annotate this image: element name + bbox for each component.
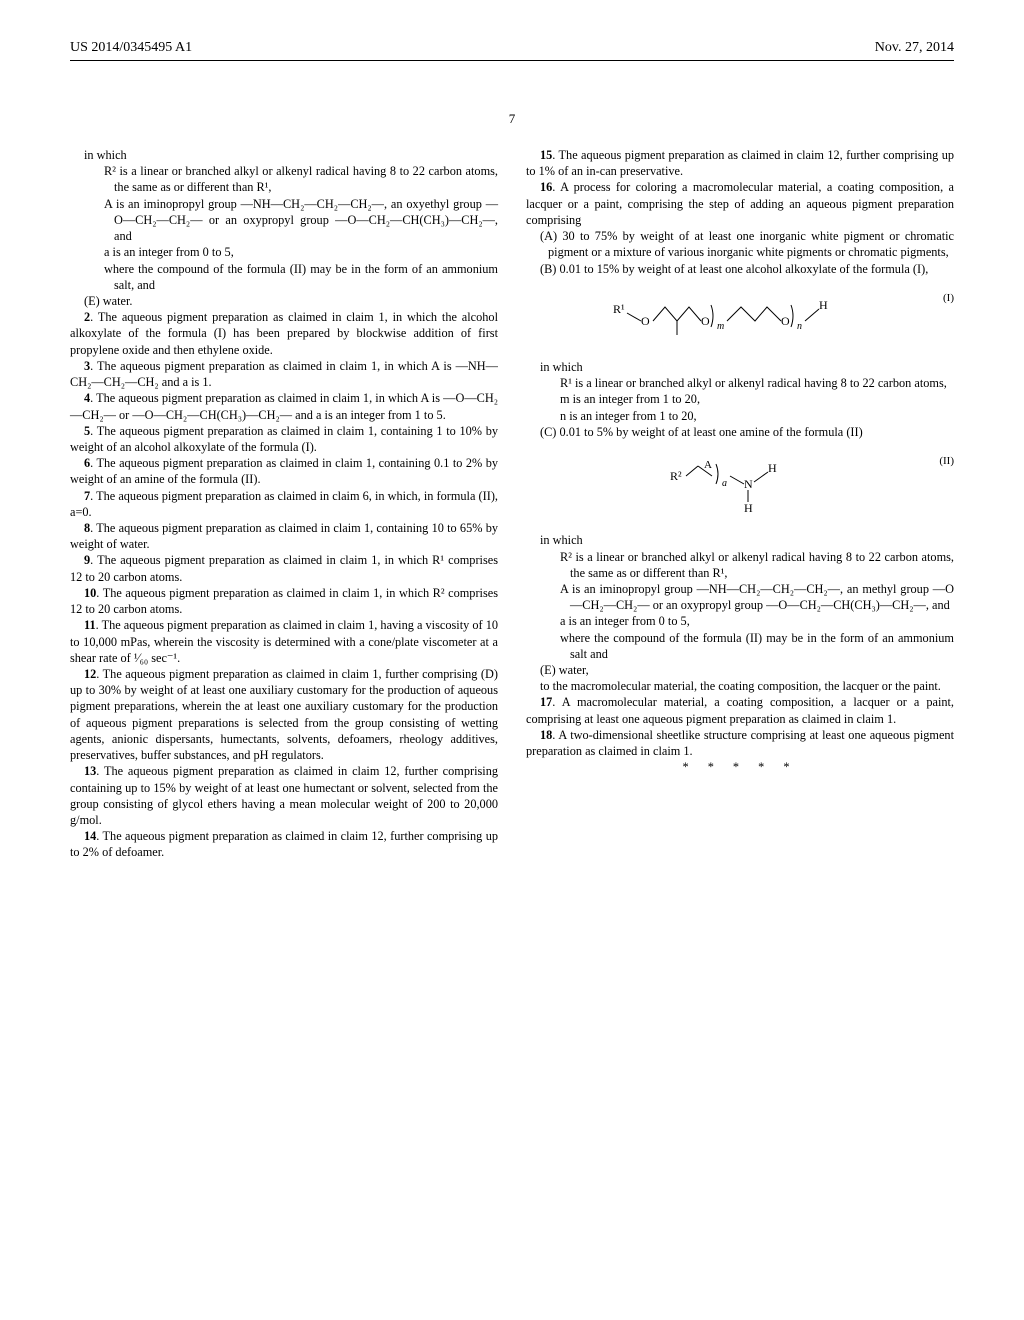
- header-rule: [70, 60, 954, 61]
- claim-text: The aqueous pigment preparation as claim…: [70, 521, 498, 551]
- claim-text: The aqueous pigment preparation as claim…: [70, 553, 498, 583]
- text: a is an integer from 0 to 5,: [526, 613, 954, 629]
- text: A is an iminopropyl group —NH—CH₂—CH₂—CH…: [70, 196, 498, 245]
- text: R² is a linear or branched alkyl or alke…: [526, 549, 954, 581]
- text: (B) 0.01 to 15% by weight of at least on…: [526, 261, 954, 277]
- text: in which: [70, 147, 498, 163]
- claim-16: 16. A process for coloring a macromolecu…: [526, 179, 954, 228]
- page: US 2014/0345495 A1 Nov. 27, 2014 7 in wh…: [0, 0, 1024, 901]
- claim-14: 14. The aqueous pigment preparation as c…: [70, 828, 498, 860]
- claim-text: The aqueous pigment preparation as claim…: [70, 764, 498, 827]
- svg-text:H: H: [768, 461, 777, 475]
- svg-text:O: O: [701, 314, 710, 328]
- svg-text:R²: R²: [670, 469, 682, 483]
- columns: in which R² is a linear or branched alky…: [70, 147, 954, 861]
- text: (E) water.: [70, 293, 498, 309]
- claim-7: 7. The aqueous pigment preparation as cl…: [70, 488, 498, 520]
- claim-13: 13. The aqueous pigment preparation as c…: [70, 763, 498, 828]
- end-stars: * * * * *: [526, 759, 954, 775]
- header: US 2014/0345495 A1 Nov. 27, 2014: [70, 40, 954, 56]
- claim-text: The aqueous pigment preparation as claim…: [70, 489, 498, 519]
- svg-text:H: H: [819, 298, 828, 312]
- claim-text: The aqueous pigment preparation as claim…: [70, 586, 498, 616]
- claim-text: A process for coloring a macromolecular …: [526, 180, 954, 226]
- text: in which: [526, 532, 954, 548]
- text: where the compound of the formula (II) m…: [526, 630, 954, 662]
- formula-I-label: (I): [943, 291, 954, 306]
- pub-date: Nov. 27, 2014: [875, 40, 954, 56]
- text: a is an integer from 0 to 5,: [70, 244, 498, 260]
- claim-9: 9. The aqueous pigment preparation as cl…: [70, 552, 498, 584]
- text: to the macromolecular material, the coat…: [526, 678, 954, 694]
- text: in which: [526, 359, 954, 375]
- claim-text: A macromolecular material, a coating com…: [526, 695, 954, 725]
- svg-text:O: O: [641, 314, 650, 328]
- claim-18: 18. A two-dimensional sheetlike structur…: [526, 727, 954, 759]
- claim-3: 3. The aqueous pigment preparation as cl…: [70, 358, 498, 390]
- text: n is an integer from 1 to 20,: [526, 408, 954, 424]
- formula-II: (II) R² A a N H H: [526, 454, 954, 518]
- claim-15: 15. The aqueous pigment preparation as c…: [526, 147, 954, 179]
- claim-text: The aqueous pigment preparation as claim…: [526, 148, 954, 178]
- claim-12: 12. The aqueous pigment preparation as c…: [70, 666, 498, 763]
- text: m is an integer from 1 to 20,: [526, 391, 954, 407]
- text: R¹ is a linear or branched alkyl or alke…: [526, 375, 954, 391]
- claim-text: The aqueous pigment preparation as claim…: [70, 424, 498, 454]
- claim-11: 11. The aqueous pigment preparation as c…: [70, 617, 498, 666]
- svg-text:R¹: R¹: [613, 302, 625, 316]
- text: (E) water,: [526, 662, 954, 678]
- claim-text: The aqueous pigment preparation as claim…: [70, 829, 498, 859]
- svg-text:m: m: [717, 321, 724, 332]
- text: (A) 30 to 75% by weight of at least one …: [526, 228, 954, 260]
- claim-8: 8. The aqueous pigment preparation as cl…: [70, 520, 498, 552]
- svg-text:a: a: [722, 478, 727, 489]
- claim-text: The aqueous pigment preparation as claim…: [70, 391, 498, 421]
- svg-text:n: n: [797, 321, 802, 332]
- pub-number: US 2014/0345495 A1: [70, 40, 192, 56]
- claim-5: 5. The aqueous pigment preparation as cl…: [70, 423, 498, 455]
- svg-text:H: H: [744, 501, 753, 514]
- formula-II-label: (II): [939, 454, 954, 469]
- text: A is an iminopropyl group —NH—CH₂—CH₂—CH…: [526, 581, 954, 613]
- text: (C) 0.01 to 5% by weight of at least one…: [526, 424, 954, 440]
- claim-17: 17. A macromolecular material, a coating…: [526, 694, 954, 726]
- left-column: in which R² is a linear or branched alky…: [70, 147, 498, 861]
- claim-text: The aqueous pigment preparation as claim…: [70, 359, 498, 389]
- claim-text: A two-dimensional sheetlike structure co…: [526, 728, 954, 758]
- formula-I: (I) R¹ O O m O n: [526, 291, 954, 345]
- claim-text: The aqueous pigment preparation as claim…: [70, 310, 498, 356]
- formula-I-svg: R¹ O O m O n H: [605, 291, 875, 341]
- text: where the compound of the formula (II) m…: [70, 261, 498, 293]
- claim-2: 2. The aqueous pigment preparation as cl…: [70, 309, 498, 358]
- svg-text:A: A: [704, 459, 712, 471]
- claim-4: 4. The aqueous pigment preparation as cl…: [70, 390, 498, 422]
- text: R² is a linear or branched alkyl or alke…: [70, 163, 498, 195]
- claim-text: The aqueous pigment preparation as claim…: [70, 667, 498, 762]
- right-column: 15. The aqueous pigment preparation as c…: [526, 147, 954, 861]
- claim-text: The aqueous pigment preparation as claim…: [70, 456, 498, 486]
- claim-10: 10. The aqueous pigment preparation as c…: [70, 585, 498, 617]
- svg-text:N: N: [744, 477, 753, 491]
- claim-text: The aqueous pigment preparation as claim…: [70, 618, 498, 664]
- page-number: 7: [70, 111, 954, 127]
- svg-text:O: O: [781, 314, 790, 328]
- claim-6: 6. The aqueous pigment preparation as cl…: [70, 455, 498, 487]
- formula-II-svg: R² A a N H H: [640, 454, 840, 514]
